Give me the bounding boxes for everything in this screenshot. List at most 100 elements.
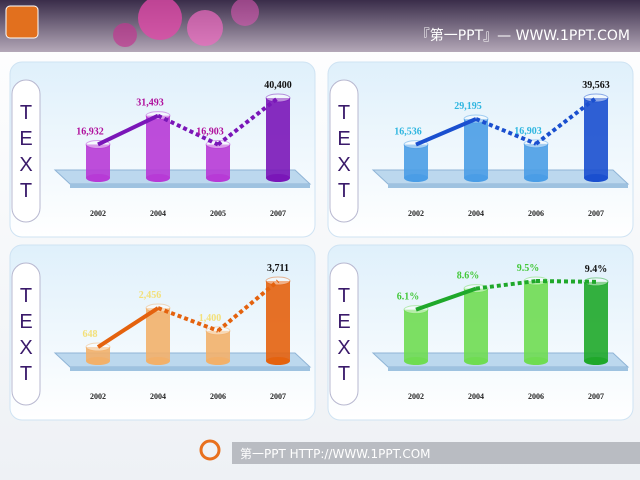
value-label: 8.6% bbox=[457, 271, 480, 282]
year-label: 2005 bbox=[210, 209, 226, 218]
bar bbox=[584, 281, 608, 361]
trend-line bbox=[415, 117, 477, 147]
year-label: 2006 bbox=[210, 392, 226, 401]
value-label: 39,563 bbox=[582, 80, 610, 91]
bubble bbox=[113, 23, 137, 47]
value-label: 1,400 bbox=[199, 313, 222, 324]
bar bbox=[86, 144, 110, 178]
value-label: 31,493 bbox=[136, 98, 164, 109]
trend-line bbox=[216, 96, 280, 147]
bar bbox=[206, 144, 230, 178]
value-label: 40,400 bbox=[264, 80, 292, 91]
bar-base bbox=[266, 174, 290, 182]
side-pill bbox=[329, 262, 359, 406]
bar-top bbox=[583, 93, 609, 103]
charts: TEXT 2002 2004 2005 2007 16,932 31,493 16,903 40… bbox=[9, 61, 634, 421]
bar-base bbox=[146, 174, 170, 182]
value-label: 16,536 bbox=[394, 127, 422, 138]
bar-base bbox=[404, 174, 428, 182]
bar-top bbox=[265, 93, 291, 103]
bar-base bbox=[464, 357, 488, 365]
value-label: 648 bbox=[83, 329, 98, 340]
side-label: TEXT bbox=[333, 102, 355, 206]
trend-line bbox=[96, 306, 160, 349]
bar-base bbox=[206, 174, 230, 182]
year-label: 2006 bbox=[528, 392, 544, 401]
year-label: 2007 bbox=[270, 392, 286, 401]
bar bbox=[464, 118, 488, 178]
bar-base bbox=[404, 357, 428, 365]
bar bbox=[146, 308, 170, 361]
bar-base bbox=[146, 357, 170, 365]
value-label: 16,903 bbox=[196, 127, 224, 138]
year-label: 2007 bbox=[588, 209, 604, 218]
side-label: TEXT bbox=[15, 285, 37, 389]
trend-line bbox=[157, 306, 219, 333]
value-label: 6.1% bbox=[397, 292, 420, 303]
bubble bbox=[231, 0, 259, 26]
trend-line bbox=[415, 286, 477, 312]
platform-edge bbox=[388, 367, 628, 371]
bar bbox=[404, 144, 428, 178]
side-label: TEXT bbox=[333, 285, 355, 389]
bar bbox=[266, 281, 290, 361]
bar bbox=[206, 330, 230, 361]
bar-base bbox=[524, 174, 548, 182]
bar-base bbox=[524, 357, 548, 365]
bar-base bbox=[86, 357, 110, 365]
bar bbox=[524, 143, 548, 178]
year-label: 2002 bbox=[408, 392, 424, 401]
trend-line bbox=[475, 279, 537, 291]
footer-text: 第一PPT HTTP://WWW.1PPT.COM bbox=[240, 447, 431, 461]
year-label: 2002 bbox=[90, 209, 106, 218]
trend-line bbox=[97, 113, 159, 147]
bar bbox=[584, 98, 608, 178]
platform-edge bbox=[70, 367, 310, 371]
year-label: 2004 bbox=[468, 392, 484, 401]
footer-icon bbox=[199, 439, 221, 461]
trend-line bbox=[216, 279, 280, 333]
platform-edge bbox=[70, 184, 310, 188]
bubble bbox=[138, 0, 182, 40]
side-pill bbox=[329, 79, 359, 223]
platform-edge bbox=[388, 184, 628, 188]
bar-base bbox=[584, 357, 608, 365]
trend-line bbox=[535, 279, 597, 284]
year-label: 2002 bbox=[408, 209, 424, 218]
value-label: 16,903 bbox=[514, 126, 542, 137]
value-label: 3,711 bbox=[267, 263, 289, 274]
bar bbox=[266, 98, 290, 178]
bar bbox=[146, 115, 170, 178]
bar-base bbox=[86, 174, 110, 182]
header-title: 『第一PPT』— WWW.1PPT.COM bbox=[416, 27, 630, 44]
value-label: 29,195 bbox=[454, 101, 482, 112]
year-label: 2007 bbox=[270, 209, 286, 218]
bar bbox=[524, 281, 548, 361]
header-band bbox=[0, 0, 640, 52]
value-label: 2,456 bbox=[139, 290, 162, 301]
year-label: 2002 bbox=[90, 392, 106, 401]
bubble bbox=[187, 10, 223, 46]
bar-base bbox=[206, 357, 230, 365]
bar bbox=[404, 309, 428, 361]
bar-top bbox=[583, 277, 609, 287]
year-label: 2007 bbox=[588, 392, 604, 401]
logo-icon bbox=[5, 5, 39, 39]
bar-base bbox=[584, 174, 608, 182]
trend-line bbox=[534, 96, 598, 146]
year-label: 2004 bbox=[150, 392, 166, 401]
bar-base bbox=[266, 357, 290, 365]
bar bbox=[86, 347, 110, 361]
value-label: 9.5% bbox=[517, 263, 540, 274]
value-label: 9.4% bbox=[585, 264, 608, 275]
trend-line bbox=[475, 117, 537, 146]
year-label: 2004 bbox=[150, 209, 166, 218]
bar bbox=[464, 288, 488, 361]
value-label: 16,932 bbox=[76, 126, 104, 137]
side-label: TEXT bbox=[15, 102, 37, 206]
bar-base bbox=[464, 174, 488, 182]
side-pill bbox=[11, 79, 41, 223]
footer-band bbox=[232, 442, 640, 464]
side-pill bbox=[11, 262, 41, 406]
